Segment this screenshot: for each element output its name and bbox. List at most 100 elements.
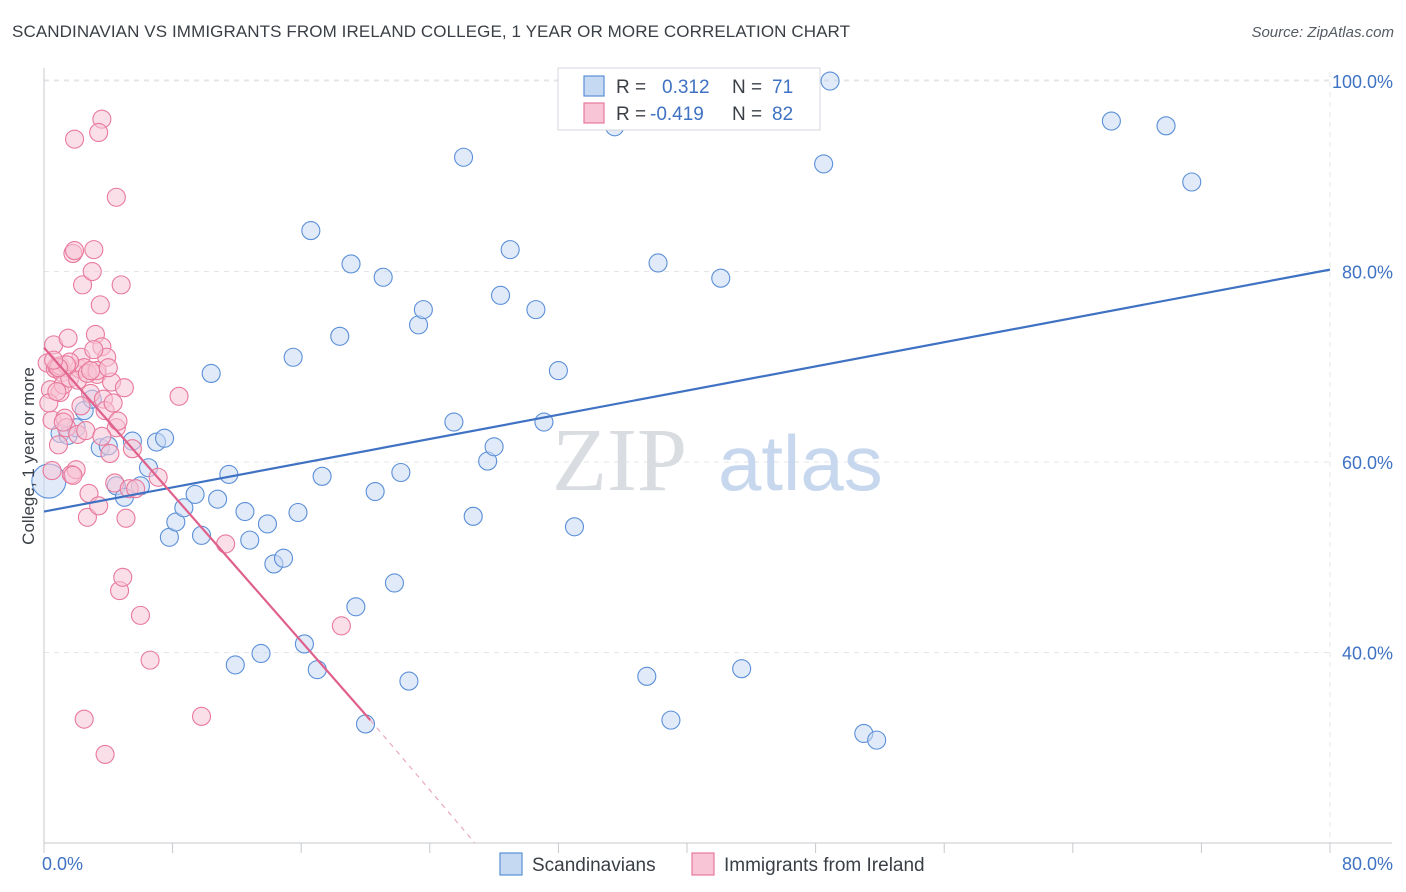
point-scandinavians-53: [526, 300, 546, 320]
point-ireland-28: [84, 240, 104, 260]
point-scandinavians-46: [444, 412, 464, 432]
point-scandinavians-64: [814, 154, 834, 174]
point-scandinavians-28: [273, 548, 294, 568]
watermark: ZIP atlas: [552, 411, 883, 510]
point-ireland-52: [191, 706, 212, 726]
point-scandinavians-55: [548, 361, 568, 381]
point-ireland-39: [103, 393, 123, 413]
trend-lines: [43, 268, 1331, 844]
point-ireland-23: [76, 421, 96, 441]
point-scandinavians-52: [500, 240, 520, 260]
point-scandinavians-35: [330, 326, 350, 346]
point-ireland-32: [90, 295, 110, 315]
stats-r-label-1: R =: [616, 104, 646, 125]
point-scandinavians-32: [301, 221, 321, 241]
point-ireland-69: [53, 412, 73, 432]
point-scandinavians-60: [661, 710, 681, 730]
y-tick-label-3: 100.0%: [1332, 72, 1393, 92]
point-scandinavians-20: [208, 489, 228, 509]
point-ireland-54: [331, 616, 351, 636]
point-scandinavians-68: [1156, 116, 1176, 136]
y-axis-title: College, 1 year or more: [19, 367, 38, 545]
point-scandinavians-37: [346, 597, 366, 617]
point-ireland-79: [84, 340, 104, 360]
point-scandinavians-38: [355, 714, 376, 734]
point-ireland-16: [64, 241, 85, 261]
stats-swatch-ireland: [583, 102, 605, 124]
trend-line-scandinavians: [43, 268, 1331, 513]
point-scandinavians-19: [201, 363, 221, 383]
legend-label-scandinavians: Scandinavians: [532, 855, 656, 876]
point-scandinavians-13: [155, 428, 175, 448]
point-ireland-62: [42, 461, 62, 481]
point-scandinavians-61: [711, 268, 731, 288]
stats-r-label-0: R =: [616, 77, 646, 98]
grid-lines: [44, 72, 1331, 843]
y-tick-label-0: 40.0%: [1342, 644, 1393, 664]
point-ireland-80: [114, 378, 134, 398]
point-ireland-21: [73, 275, 93, 295]
point-scandinavians-41: [384, 573, 404, 593]
point-ireland-55: [74, 709, 94, 729]
point-scandinavians-69: [1182, 172, 1202, 192]
x-tick-label-0: 0.0%: [42, 854, 83, 874]
point-ireland-43: [113, 567, 133, 587]
point-ireland-24: [77, 507, 97, 527]
point-scandinavians-34: [312, 466, 332, 486]
point-scandinavians-63: [820, 71, 840, 91]
point-scandinavians-59: [648, 253, 668, 273]
y-tick-label-2: 80.0%: [1342, 263, 1393, 283]
point-ireland-72: [81, 361, 101, 381]
chart-source: Source: ZipAtlas.com: [1251, 24, 1394, 41]
x-tick-label-1: 80.0%: [1342, 854, 1393, 874]
watermark-zip: ZIP: [552, 411, 687, 510]
y-tick-label-1: 60.0%: [1342, 453, 1393, 473]
point-scandinavians-26: [257, 514, 277, 534]
stats-n-value-0: 71: [772, 77, 793, 98]
point-scandinavians-22: [225, 655, 245, 675]
chart-title: SCANDINAVIAN VS IMMIGRANTS FROM IRELAND …: [12, 22, 851, 41]
point-ireland-57: [64, 129, 85, 149]
point-ireland-58: [89, 122, 109, 143]
point-ireland-59: [106, 187, 126, 207]
point-scandinavians-48: [463, 506, 483, 526]
stats-n-label-0: N =: [732, 77, 762, 98]
legend-label-ireland: Immigrants from Ireland: [724, 855, 925, 876]
series-ireland-points: [37, 109, 351, 764]
point-ireland-48: [130, 605, 150, 625]
point-scandinavians-33: [307, 660, 327, 680]
point-scandinavians-25: [251, 643, 271, 664]
point-scandinavians-50: [484, 437, 504, 457]
point-scandinavians-30: [288, 502, 308, 523]
stats-legend: R = 0.312 N = 71 R = -0.419 N = 82: [557, 67, 821, 131]
point-scandinavians-62: [732, 659, 752, 679]
point-ireland-60: [111, 275, 131, 295]
point-scandinavians-43: [399, 671, 419, 691]
legend-swatch-ireland: [691, 852, 715, 876]
axes: [43, 68, 1392, 853]
point-ireland-77: [71, 396, 91, 416]
point-ireland-44: [116, 508, 136, 528]
point-ireland-74: [92, 426, 112, 446]
point-scandinavians-36: [341, 254, 361, 274]
point-scandinavians-23: [235, 502, 255, 522]
point-scandinavians-56: [564, 517, 585, 537]
stats-r-value-1: -0.419: [650, 104, 704, 125]
point-ireland-75: [108, 411, 128, 431]
point-ireland-6: [48, 435, 69, 455]
point-ireland-49: [140, 650, 160, 670]
point-scandinavians-40: [373, 267, 393, 287]
point-scandinavians-51: [490, 285, 511, 305]
point-ireland-71: [63, 465, 83, 485]
stats-n-label-1: N =: [732, 104, 762, 125]
point-ireland-12: [58, 328, 78, 348]
watermark-atlas: atlas: [718, 419, 883, 507]
point-ireland-37: [100, 443, 120, 464]
point-scandinavians-24: [240, 530, 260, 550]
point-ireland-73: [47, 381, 67, 402]
tick-labels: 40.0% 60.0% 80.0% 100.0% 0.0% 80.0%: [42, 72, 1393, 874]
point-scandinavians-21: [219, 464, 239, 484]
point-scandinavians-15: [166, 512, 186, 532]
point-ireland-61: [95, 744, 115, 764]
legend-swatch-scandinavians: [499, 852, 523, 876]
